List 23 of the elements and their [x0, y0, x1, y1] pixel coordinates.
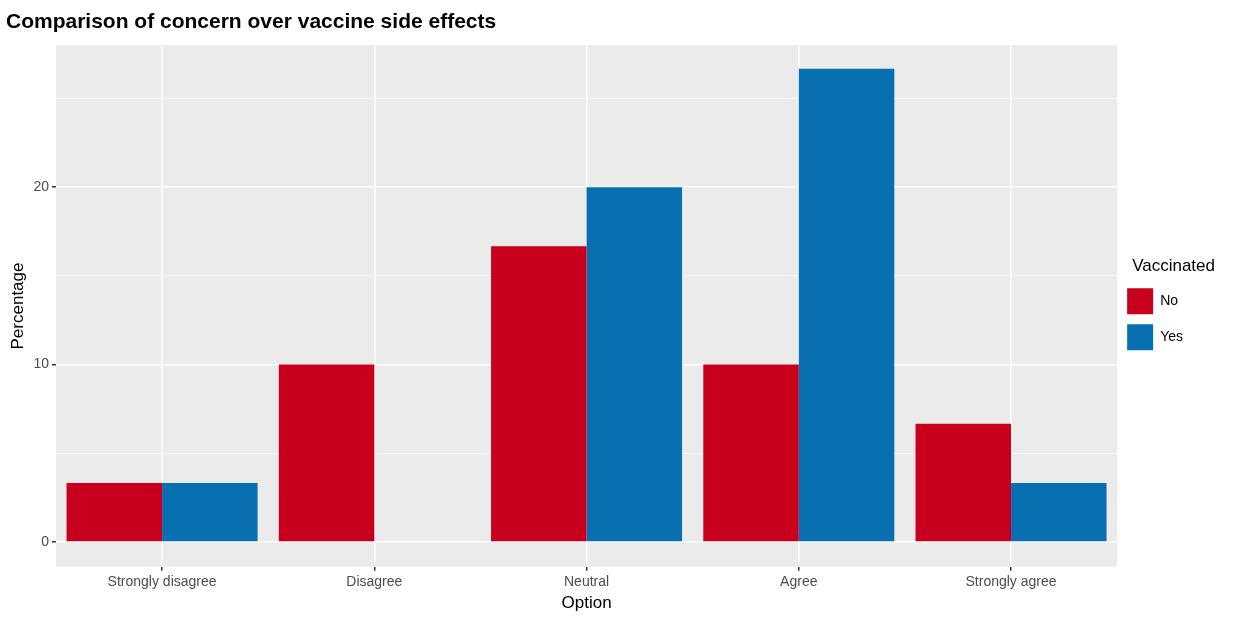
- x-axis-title: Option: [561, 593, 612, 613]
- bar: [703, 364, 799, 542]
- y-tick-label: 20: [33, 177, 50, 194]
- x-tick-label: Agree: [780, 573, 818, 590]
- bar: [1011, 482, 1107, 542]
- bar: [915, 423, 1012, 542]
- bar: [66, 482, 163, 542]
- bar: [162, 482, 258, 542]
- y-axis-title: Percentage: [7, 262, 27, 350]
- legend-label: No: [1160, 292, 1179, 309]
- x-tick-label: Disagree: [346, 573, 403, 590]
- chart-title: Comparison of concern over vaccine side effects: [6, 9, 497, 33]
- bar: [586, 187, 683, 542]
- y-tick-label: 10: [33, 355, 50, 372]
- legend-title: Vaccinated: [1132, 255, 1215, 275]
- bar: [278, 364, 375, 542]
- x-tick-label: Strongly agree: [965, 573, 1057, 590]
- legend-label: Yes: [1160, 328, 1183, 345]
- x-tick-label: Neutral: [563, 573, 610, 590]
- y-tick-label: 0: [41, 532, 50, 549]
- bar: [491, 246, 587, 542]
- x-tick-label: Strongly disagree: [107, 573, 217, 590]
- bar: [798, 68, 895, 542]
